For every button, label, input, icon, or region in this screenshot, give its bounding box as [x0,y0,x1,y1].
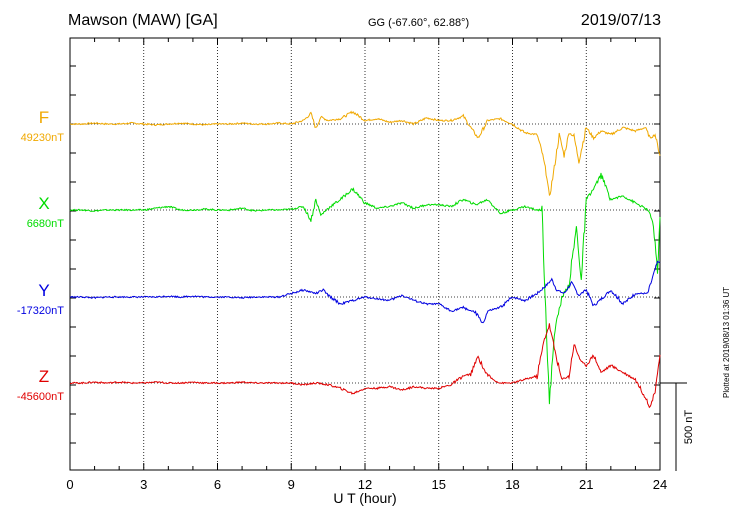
baseline-value-x: 6680nT [27,218,65,230]
x-tick-label: 21 [579,477,593,492]
x-tick-label: 12 [358,477,372,492]
chart-date: 2019/07/13 [580,12,661,29]
series-line-y [69,260,661,324]
scale-bar-label: 500 nT [683,410,695,445]
series-name-z: Z [39,367,49,386]
baseline-value-y: -17320nT [17,305,64,317]
series-line-f [69,110,661,197]
x-tick-label: 24 [653,477,667,492]
baseline-value-f: 49230nT [21,132,65,144]
series-name-y: Y [38,281,49,300]
x-tick-label: 0 [66,477,73,492]
x-tick-label: 9 [288,477,295,492]
station-coordinates: GG (-67.60°, 62.88°) [368,17,470,29]
x-tick-label: 18 [505,477,519,492]
x-tick-label: 6 [214,477,221,492]
series-name-x: X [38,194,49,213]
baseline-value-z: -45600nT [17,391,64,403]
plotted-timestamp: Plotted at 2019/08/13 01:36 UT [722,286,730,398]
series-line-x [69,172,661,405]
chart-title: Mawson (MAW) [GA] [68,12,218,29]
x-tick-label: 15 [432,477,446,492]
x-axis-label: U T (hour) [333,490,396,506]
x-tick-label: 3 [140,477,147,492]
series-line-z [69,323,661,409]
series-name-f: F [39,108,49,127]
